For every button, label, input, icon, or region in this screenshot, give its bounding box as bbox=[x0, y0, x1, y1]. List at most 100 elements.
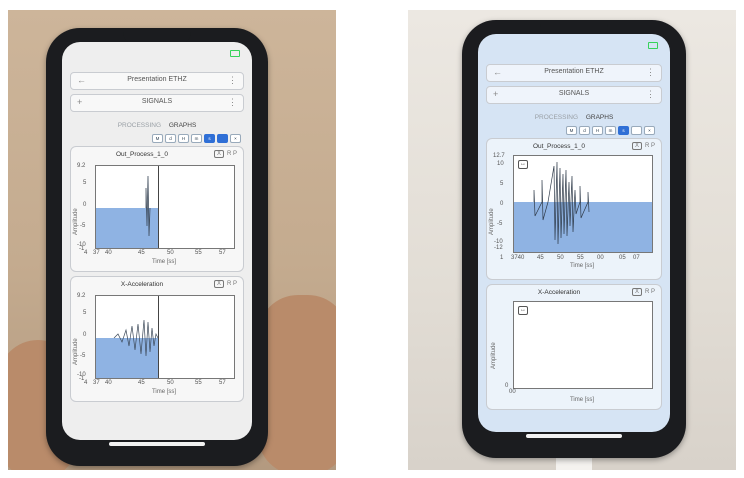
x-axis-label: Time [ss] bbox=[151, 389, 177, 395]
add-icon[interactable]: + bbox=[493, 89, 499, 99]
chart-title: Out_Process_1_0 bbox=[115, 151, 169, 158]
x-tick: 55 bbox=[195, 250, 202, 256]
range-selector: M d H m s × bbox=[152, 134, 241, 143]
chart-title: X-Acceleration bbox=[537, 289, 581, 296]
y-tick: 9.2 bbox=[77, 163, 86, 169]
tab-graphs[interactable]: GRAPHS bbox=[168, 122, 197, 129]
close-all-icon[interactable]: × bbox=[644, 126, 655, 135]
tab-bar: PROCESSING GRAPHS bbox=[478, 114, 670, 121]
range-button-active[interactable]: s bbox=[204, 134, 215, 143]
pause-button[interactable]: P bbox=[232, 151, 237, 157]
y-min-tick: -1 bbox=[79, 246, 85, 252]
app-bar-title: Presentation ETHZ bbox=[127, 76, 187, 83]
plot-area bbox=[95, 165, 235, 249]
x-tick: 57 bbox=[219, 380, 226, 386]
screen-left: ← Presentation ETHZ ⋮ + SIGNALS ⋮ PROCES… bbox=[62, 42, 252, 440]
signal-trace bbox=[113, 319, 159, 357]
fit-icon[interactable]: ↔ bbox=[518, 306, 528, 315]
range-button[interactable]: H bbox=[592, 126, 603, 135]
x-tick: 45 bbox=[537, 255, 544, 261]
more-icon[interactable]: ⋮ bbox=[646, 89, 655, 99]
x-axis-label: Time [ss] bbox=[569, 397, 595, 403]
pause-button[interactable]: P bbox=[650, 289, 655, 295]
photo-left: ← Presentation ETHZ ⋮ + SIGNALS ⋮ PROCES… bbox=[8, 10, 336, 470]
plot-area bbox=[95, 295, 235, 379]
close-chart-button[interactable]: X bbox=[631, 288, 642, 296]
y-tick: -5 bbox=[497, 221, 503, 227]
x-tick: 40 bbox=[105, 380, 112, 386]
y-tick: -12 bbox=[494, 245, 503, 251]
y-tick: 12.7 bbox=[493, 153, 505, 159]
more-icon[interactable]: ⋮ bbox=[228, 75, 237, 85]
screen-right: ← Presentation ETHZ ⋮ + SIGNALS ⋮ PROCES… bbox=[478, 34, 670, 432]
plot-area: ↔ bbox=[513, 155, 653, 253]
add-icon[interactable]: + bbox=[77, 97, 83, 107]
time-cursor bbox=[158, 296, 159, 378]
range-button-active[interactable]: s bbox=[618, 126, 629, 135]
x-tick: 00 bbox=[509, 389, 516, 395]
time-cursor bbox=[158, 166, 159, 248]
y-tick: -5 bbox=[80, 223, 86, 229]
y-tick: 5 bbox=[83, 310, 87, 316]
range-button[interactable]: d bbox=[165, 134, 176, 143]
signals-bar: + SIGNALS ⋮ bbox=[486, 86, 662, 104]
y-tick: 10 bbox=[497, 161, 504, 167]
home-indicator[interactable] bbox=[526, 434, 622, 438]
tab-processing[interactable]: PROCESSING bbox=[534, 114, 579, 121]
fit-icon[interactable]: ↔ bbox=[518, 160, 528, 169]
x-tick: 40 bbox=[105, 250, 112, 256]
x-tick: 00 bbox=[597, 255, 604, 261]
range-button[interactable]: M bbox=[566, 126, 577, 135]
app-bar: ← Presentation ETHZ ⋮ bbox=[486, 64, 662, 82]
close-all-icon[interactable]: × bbox=[230, 134, 241, 143]
tab-bar: PROCESSING GRAPHS bbox=[62, 122, 252, 129]
chart-title: Out_Process_1_0 bbox=[532, 143, 586, 150]
notch bbox=[123, 28, 191, 44]
y-axis-label: Amplitude bbox=[489, 208, 495, 235]
home-indicator[interactable] bbox=[109, 442, 205, 446]
reset-button[interactable]: R bbox=[644, 143, 650, 149]
range-button[interactable]: H bbox=[178, 134, 189, 143]
y-min-tick: -1 bbox=[79, 376, 85, 382]
close-chart-button[interactable]: X bbox=[213, 280, 224, 288]
toggle-button[interactable] bbox=[631, 126, 642, 135]
close-chart-button[interactable]: X bbox=[213, 150, 224, 158]
signal-fill bbox=[96, 338, 158, 378]
y-tick: 0 bbox=[505, 383, 509, 389]
toggle-button[interactable] bbox=[217, 134, 228, 143]
x-tick: 07 bbox=[633, 255, 640, 261]
y-axis-label: Amplitude bbox=[73, 338, 79, 365]
pause-button[interactable]: P bbox=[650, 143, 655, 149]
tab-processing[interactable]: PROCESSING bbox=[117, 122, 162, 129]
y-tick: 9.2 bbox=[77, 293, 86, 299]
x-tick: 55 bbox=[577, 255, 584, 261]
range-button[interactable]: d bbox=[579, 126, 590, 135]
y-axis-label: Amplitude bbox=[73, 208, 79, 235]
x-tick: 37 bbox=[93, 380, 100, 386]
reset-button[interactable]: R bbox=[226, 151, 232, 157]
x-tick: 4 bbox=[84, 380, 88, 386]
close-chart-button[interactable]: X bbox=[631, 142, 642, 150]
back-arrow-icon[interactable]: ← bbox=[493, 67, 502, 77]
x-tick: 57 bbox=[219, 250, 226, 256]
range-button[interactable]: m bbox=[605, 126, 616, 135]
signals-label: SIGNALS bbox=[558, 90, 590, 97]
reset-button[interactable]: R bbox=[226, 281, 232, 287]
x-axis-label: Time [ss] bbox=[151, 259, 177, 265]
x-tick: 1 bbox=[500, 255, 504, 261]
signal-trace bbox=[145, 175, 151, 237]
y-tick: 0 bbox=[500, 201, 504, 207]
range-button[interactable]: M bbox=[152, 134, 163, 143]
tab-graphs[interactable]: GRAPHS bbox=[585, 114, 614, 121]
y-tick: -5 bbox=[80, 353, 86, 359]
back-arrow-icon[interactable]: ← bbox=[77, 75, 86, 85]
more-icon[interactable]: ⋮ bbox=[228, 97, 237, 107]
range-button[interactable]: m bbox=[191, 134, 202, 143]
pause-button[interactable]: P bbox=[232, 281, 237, 287]
more-icon[interactable]: ⋮ bbox=[646, 67, 655, 77]
reset-button[interactable]: R bbox=[644, 289, 650, 295]
